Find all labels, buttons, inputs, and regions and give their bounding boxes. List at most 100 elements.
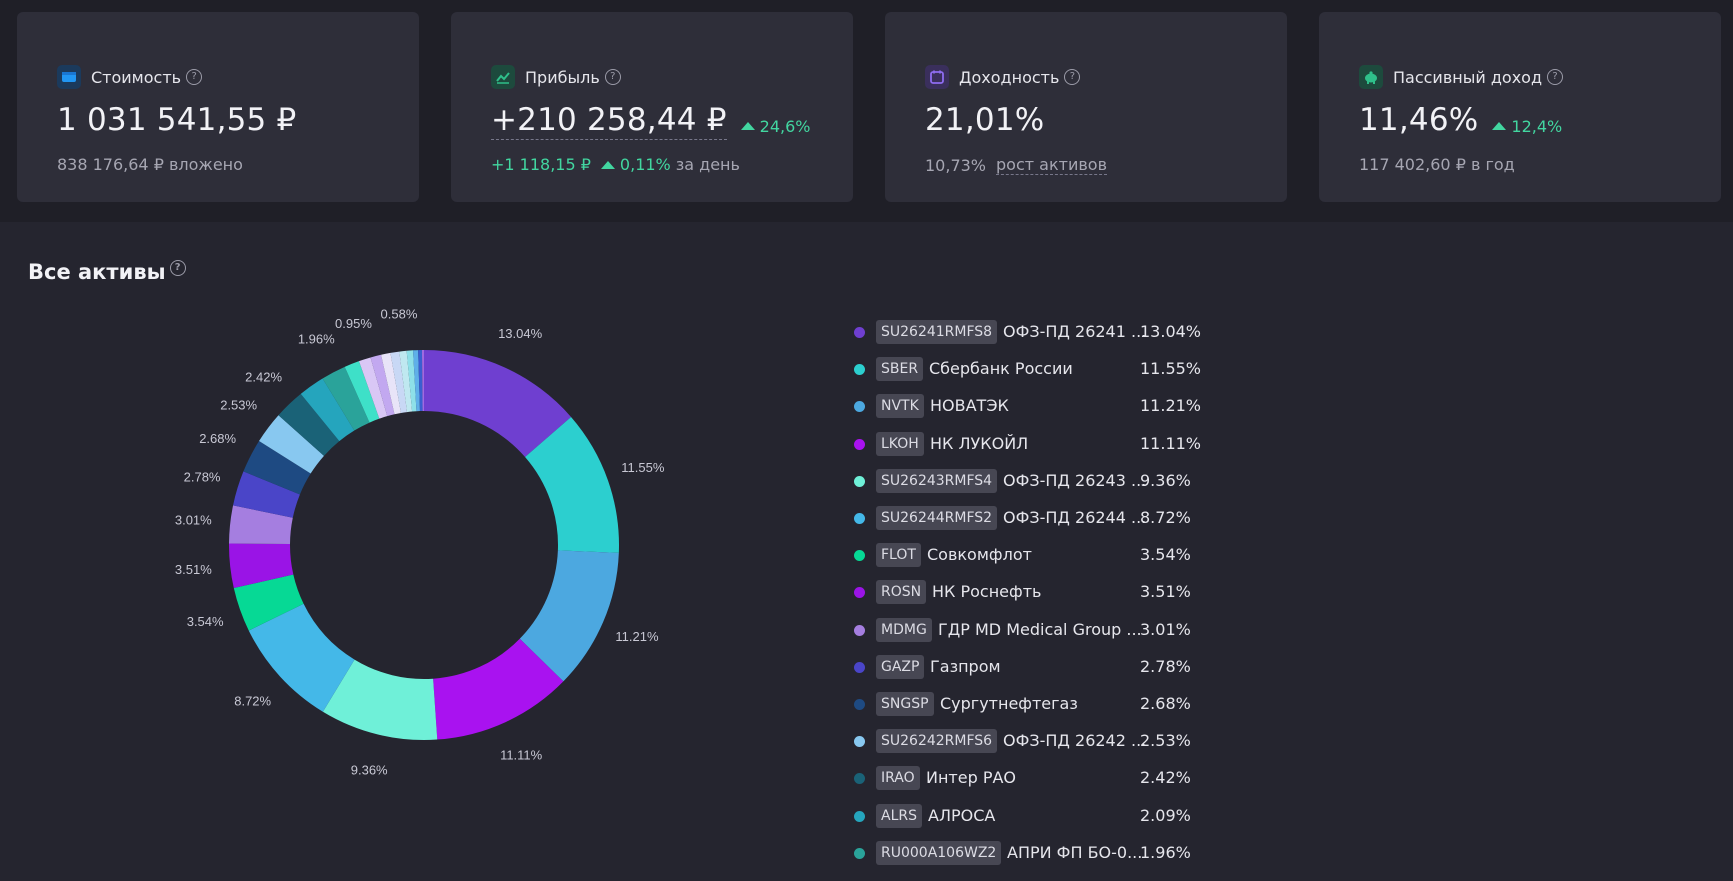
slice-label: 11.21% xyxy=(615,629,659,644)
donut-slice-SU26244RMFS2[interactable] xyxy=(248,603,355,712)
donut-slice-SU26241RMFS8[interactable] xyxy=(424,350,572,458)
legend-percent: 3.54% xyxy=(1140,545,1191,565)
legend-percent: 13.04% xyxy=(1140,322,1202,341)
donut-slice-IRAO[interactable] xyxy=(278,393,340,456)
daily-change-amount: +1 118,15 ₽ xyxy=(491,155,591,174)
slice-label: 3.51% xyxy=(175,562,212,577)
slice-label: 2.68% xyxy=(199,431,236,446)
donut-slice-GAZP[interactable] xyxy=(233,471,300,518)
donut-slice-MDMG[interactable] xyxy=(229,505,293,544)
slice-label: 2.42% xyxy=(245,369,282,384)
donut-slice-other-8[interactable] xyxy=(413,350,420,412)
legend-dot xyxy=(854,661,865,673)
legend-ticker: NVTK xyxy=(876,394,924,419)
help-icon[interactable]: ? xyxy=(186,69,203,85)
legend-dot xyxy=(854,736,865,748)
help-icon[interactable]: ? xyxy=(1547,69,1564,85)
legend-dot xyxy=(854,773,865,785)
slice-label: 3.01% xyxy=(175,512,212,527)
legend-ticker: SU26241RMFS8 xyxy=(876,320,998,344)
legend-percent: 2.68% xyxy=(1140,694,1191,713)
calendar-icon xyxy=(925,65,949,89)
profit-delta-value: 24,6% xyxy=(759,116,811,136)
donut-slice-other-9[interactable] xyxy=(418,350,423,412)
legend-percent: 11.11% xyxy=(1140,433,1202,453)
passive-income-delta-value: 12,4% xyxy=(1511,116,1563,136)
legend-percent: 9.36% xyxy=(1140,470,1191,490)
legend-name: ОФЗ-ПД 26243 ... xyxy=(1003,470,1147,490)
wallet-icon xyxy=(57,65,81,89)
legend-name: АЛРОСА xyxy=(928,805,996,825)
legend-dot xyxy=(854,475,865,487)
donut-slice-SNGSP[interactable] xyxy=(243,441,311,495)
slice-label: 11.11% xyxy=(500,748,543,763)
legend-percent: 3.01% xyxy=(1140,619,1191,639)
donut-slice-other-3[interactable] xyxy=(370,354,395,417)
donut-slice-other-1[interactable] xyxy=(344,361,380,423)
help-icon[interactable]: ? xyxy=(1064,69,1081,85)
slice-label: 9.36% xyxy=(351,762,388,777)
donut-slice-NVTK[interactable] xyxy=(519,550,619,682)
legend-dot xyxy=(854,401,865,413)
legend-name: ОФЗ-ПД 26241 ... xyxy=(1003,322,1147,341)
legend-ticker: FLOT xyxy=(876,543,921,568)
slice-label: 2.53% xyxy=(220,397,257,412)
profit-value[interactable]: +210 258,44 ₽ xyxy=(491,102,727,140)
legend-dot xyxy=(854,513,865,524)
asset-growth: 10,73% рост активов xyxy=(925,155,1107,175)
legend-ticker: GAZP xyxy=(876,654,925,679)
card-title: Доходность xyxy=(959,67,1060,87)
value-row: +210 258,44 ₽ 24,6% xyxy=(491,102,810,140)
donut-slice-other-10[interactable] xyxy=(421,350,424,412)
donut-slice-FLOT[interactable] xyxy=(233,574,304,631)
slice-label: 8.72% xyxy=(234,693,271,708)
legend-percent: 2.78% xyxy=(1140,656,1191,676)
asset-growth-link[interactable]: рост активов xyxy=(996,155,1107,175)
legend-dot xyxy=(854,847,865,859)
invested-text: 838 176,64 ₽ вложено xyxy=(57,155,243,174)
arrow-up-icon xyxy=(600,160,615,169)
donut-slice-SU26242RMFS6[interactable] xyxy=(259,415,324,474)
legend-ticker: SNGSP xyxy=(876,692,934,716)
donut-slice-other-5[interactable] xyxy=(390,351,408,413)
donut-slice-ALRS[interactable] xyxy=(300,378,355,442)
legend-percent: 1.96% xyxy=(1140,842,1191,862)
assets-donut-chart: 13.04% 11.55% 11.21% 11.11% 9.36% 8.72% 3.54% 3… xyxy=(175,306,665,777)
donut-slice-SU26243RMFS4[interactable] xyxy=(322,659,438,740)
legend-dot xyxy=(854,624,865,636)
card-yield: Доходность ? 21,01% 10,73% рост активов xyxy=(885,12,1287,202)
value-row: 21,01% xyxy=(925,102,1044,138)
annual-income: 117 402,60 ₽ в год xyxy=(1359,155,1515,174)
daily-change-delta: 0,11% xyxy=(600,155,671,174)
donut-slice-other-2[interactable] xyxy=(358,357,388,419)
card-title: Пассивный доход xyxy=(1393,67,1543,87)
legend-ticker: RU000A106WZ2 xyxy=(876,840,1002,865)
legend-dot xyxy=(854,587,865,599)
daily-change-percent: 0,11% xyxy=(619,155,671,174)
legend-name: Совкомфлот xyxy=(927,545,1032,565)
piggy-bank-icon xyxy=(1359,65,1383,89)
legend-percent: 2.42% xyxy=(1140,768,1191,788)
value-row: 1 031 541,55 ₽ xyxy=(57,102,296,138)
donut-slice-ROSN[interactable] xyxy=(229,543,294,589)
card-title: Прибыль xyxy=(525,67,600,87)
help-icon[interactable]: ? xyxy=(169,260,186,276)
donut-slice-other-4[interactable] xyxy=(381,352,401,415)
card-header: Доходность ? xyxy=(925,64,1081,90)
slice-label: 1.96% xyxy=(298,332,335,347)
slice-label: 0.95% xyxy=(335,316,372,331)
legend-percent: 11.55% xyxy=(1140,359,1202,379)
legend-name: ГДР MD Medical Group ... xyxy=(938,619,1142,639)
donut-slice-RU000A106WZ2[interactable] xyxy=(322,366,370,431)
legend-name: АПРИ ФП БО-0... xyxy=(1007,842,1143,862)
donut-slice-SBER[interactable] xyxy=(525,416,619,553)
slice-label: 3.54% xyxy=(187,614,224,629)
card-profit: Прибыль ? +210 258,44 ₽ 24,6% +1 118,15 … xyxy=(451,12,853,202)
donut-slice-other-6[interactable] xyxy=(399,350,413,413)
legend-ticker: IRAO xyxy=(876,766,920,791)
help-icon[interactable]: ? xyxy=(604,69,621,85)
slice-label: 0.58% xyxy=(381,306,418,321)
legend-dot xyxy=(854,550,865,562)
donut-slice-other-7[interactable] xyxy=(406,350,417,412)
donut-slice-LKOH[interactable] xyxy=(433,638,564,740)
